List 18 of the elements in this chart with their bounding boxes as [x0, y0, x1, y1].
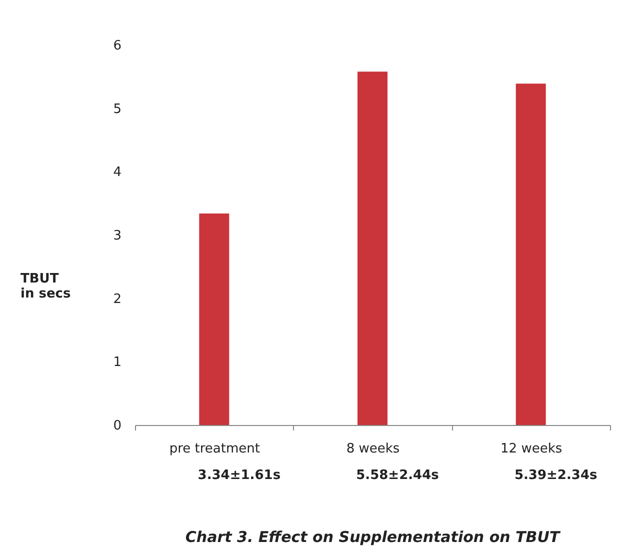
- bar: [358, 72, 388, 425]
- x-tick-label: 8 weeks: [346, 442, 400, 456]
- y-axis-title: TBUT in secs: [20, 272, 71, 302]
- y-tick-label: 2: [113, 292, 122, 307]
- text: Chart 3. Effect on Supplementation on TBUT: [185, 528, 562, 546]
- data-label: 5.58±2.44s: [356, 468, 440, 483]
- y-tick-label: 0: [113, 418, 122, 434]
- y-tick-label: 1: [113, 355, 122, 370]
- x-tick-label: pre treatment: [169, 442, 260, 456]
- y-tick-label: 5: [113, 102, 122, 117]
- bar: [516, 84, 546, 425]
- y-tick-label: 3: [113, 228, 122, 244]
- data-label: 5.39±2.34s: [514, 468, 598, 483]
- y-tick-label: 4: [113, 165, 122, 180]
- x-tick-label: 12 weeks: [500, 442, 562, 456]
- bar: [199, 213, 230, 425]
- data-label: 3.34±1.61s: [198, 468, 281, 483]
- y-tick-label: 6: [113, 38, 122, 54]
